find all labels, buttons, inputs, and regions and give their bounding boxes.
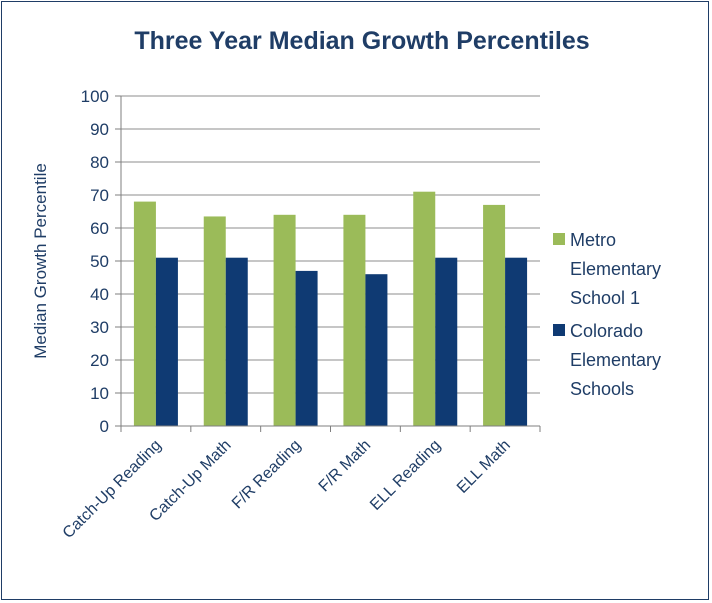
category-label: F/R Math xyxy=(316,437,375,496)
gridlines xyxy=(121,95,540,394)
y-tick-label: 60 xyxy=(90,219,109,238)
bar-metro xyxy=(273,214,296,426)
bar-metro xyxy=(133,201,156,426)
bars xyxy=(133,191,528,426)
category-label: Catch-Up Reading xyxy=(60,437,165,542)
legend-label: Elementary xyxy=(570,259,661,279)
bar-metro xyxy=(203,216,226,426)
y-tick-label: 80 xyxy=(90,153,109,172)
category-label: ELL Reading xyxy=(367,437,444,514)
y-tick-label: 20 xyxy=(90,351,109,370)
legend-label: School 1 xyxy=(570,288,640,308)
legend-label: Schools xyxy=(570,379,634,399)
y-tick-label: 90 xyxy=(90,120,109,139)
y-tick-label: 10 xyxy=(90,384,109,403)
y-tick-label: 0 xyxy=(100,417,109,436)
y-tick-label: 30 xyxy=(90,318,109,337)
bar-colorado xyxy=(435,257,458,426)
y-axis-label: Median Growth Percentile xyxy=(31,163,50,359)
legend-swatch xyxy=(553,233,565,245)
bar-metro xyxy=(483,204,506,426)
bar-colorado xyxy=(225,257,248,426)
bar-metro xyxy=(343,214,366,426)
legend-label: Metro xyxy=(570,230,616,250)
y-axis-ticks: 0 10 20 30 40 50 60 70 80 90 100 xyxy=(81,87,121,436)
y-tick-label: 100 xyxy=(81,87,109,106)
legend-label: Elementary xyxy=(570,350,661,370)
category-label: ELL Math xyxy=(454,437,514,497)
y-tick-label: 70 xyxy=(90,186,109,205)
category-label: F/R Reading xyxy=(229,437,305,513)
bar-colorado xyxy=(365,274,388,426)
legend-label: Colorado xyxy=(570,321,643,341)
y-tick-label: 40 xyxy=(90,285,109,304)
bar-colorado xyxy=(155,257,178,426)
axes xyxy=(120,96,541,432)
legend: Metro Elementary School 1 Colorado Elementar… xyxy=(553,230,661,399)
bar-colorado xyxy=(295,270,318,426)
chart-title: Three Year Median Growth Percentiles xyxy=(134,27,589,55)
legend-swatch xyxy=(553,324,565,336)
bar-metro xyxy=(413,191,436,426)
y-tick-label: 50 xyxy=(90,252,109,271)
bar-colorado xyxy=(505,257,528,426)
